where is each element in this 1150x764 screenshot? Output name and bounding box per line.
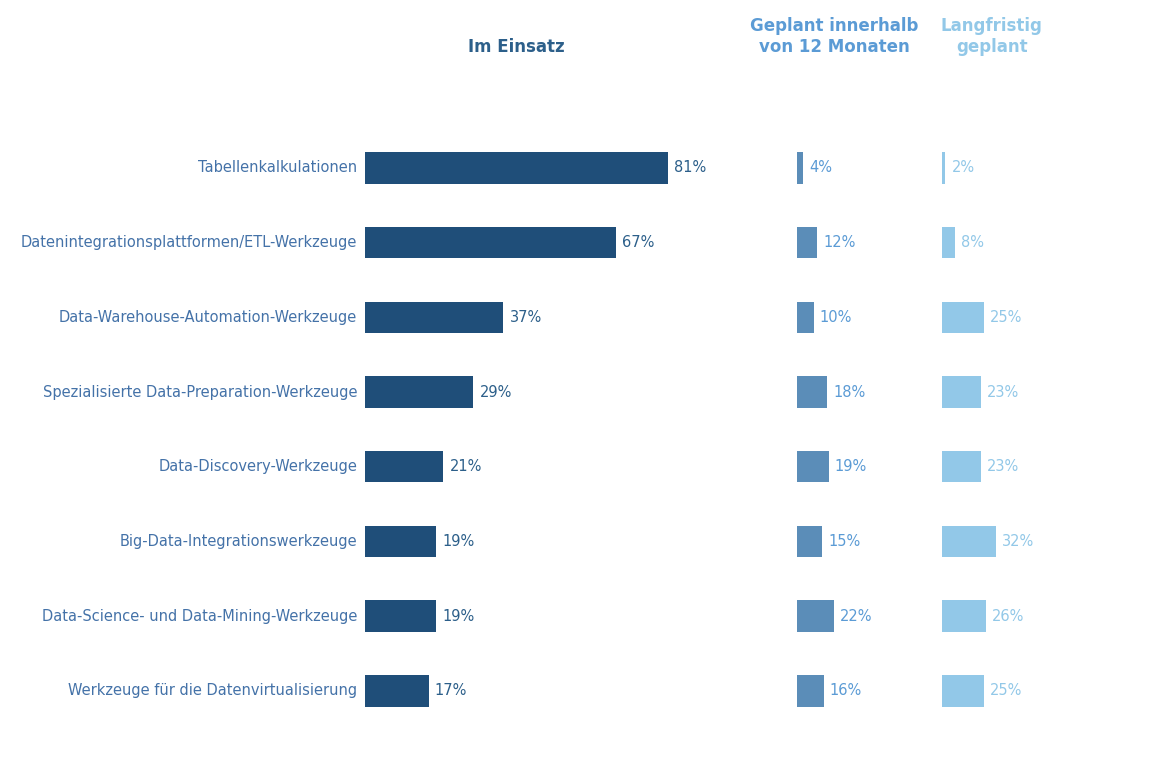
Bar: [365, 302, 504, 333]
Bar: [942, 451, 981, 482]
Text: 21%: 21%: [450, 459, 482, 474]
Text: Data-Warehouse-Automation-Werkzeuge: Data-Warehouse-Automation-Werkzeuge: [59, 309, 358, 325]
Text: 8%: 8%: [961, 235, 984, 250]
Bar: [942, 526, 996, 557]
Text: 16%: 16%: [829, 683, 862, 698]
Bar: [365, 526, 436, 557]
Bar: [797, 451, 829, 482]
Text: Big-Data-Integrationswerkzeuge: Big-Data-Integrationswerkzeuge: [120, 534, 358, 549]
Text: 23%: 23%: [987, 459, 1019, 474]
Text: 19%: 19%: [835, 459, 867, 474]
Text: 25%: 25%: [990, 683, 1022, 698]
Text: 26%: 26%: [991, 609, 1025, 623]
Bar: [365, 377, 474, 408]
Text: Langfristig
geplant: Langfristig geplant: [941, 17, 1043, 56]
Text: Data-Science- und Data-Mining-Werkzeuge: Data-Science- und Data-Mining-Werkzeuge: [41, 609, 358, 623]
Bar: [942, 152, 945, 183]
Text: 12%: 12%: [823, 235, 856, 250]
Text: Werkzeuge für die Datenvirtualisierung: Werkzeuge für die Datenvirtualisierung: [68, 683, 358, 698]
Text: 22%: 22%: [840, 609, 873, 623]
Bar: [797, 675, 823, 707]
Bar: [942, 601, 986, 632]
Text: 32%: 32%: [1002, 534, 1034, 549]
Text: 15%: 15%: [828, 534, 860, 549]
Text: Data-Discovery-Werkzeuge: Data-Discovery-Werkzeuge: [159, 459, 358, 474]
Text: Spezialisierte Data-Preparation-Werkzeuge: Spezialisierte Data-Preparation-Werkzeug…: [43, 384, 358, 400]
Bar: [797, 227, 816, 258]
Text: Geplant innerhalb
von 12 Monaten: Geplant innerhalb von 12 Monaten: [750, 17, 919, 56]
Text: Datenintegrationsplattformen/ETL-Werkzeuge: Datenintegrationsplattformen/ETL-Werkzeu…: [21, 235, 358, 250]
Text: 25%: 25%: [990, 309, 1022, 325]
Text: 2%: 2%: [951, 160, 974, 176]
Text: Tabellenkalkulationen: Tabellenkalkulationen: [198, 160, 358, 176]
Bar: [797, 152, 804, 183]
Bar: [942, 675, 984, 707]
Text: 18%: 18%: [833, 384, 865, 400]
Text: 23%: 23%: [987, 384, 1019, 400]
Text: 67%: 67%: [622, 235, 654, 250]
Bar: [942, 377, 981, 408]
Text: 10%: 10%: [820, 309, 852, 325]
Bar: [365, 675, 429, 707]
Bar: [797, 377, 827, 408]
Bar: [797, 302, 813, 333]
Bar: [942, 302, 984, 333]
Text: 37%: 37%: [509, 309, 542, 325]
Text: 81%: 81%: [674, 160, 706, 176]
Text: 29%: 29%: [480, 384, 512, 400]
Text: 4%: 4%: [810, 160, 833, 176]
Bar: [365, 152, 668, 183]
Bar: [942, 227, 956, 258]
Bar: [365, 601, 436, 632]
Text: 19%: 19%: [442, 609, 474, 623]
Text: 17%: 17%: [435, 683, 467, 698]
Text: Im Einsatz: Im Einsatz: [468, 37, 565, 56]
Bar: [365, 451, 444, 482]
Bar: [797, 601, 834, 632]
Bar: [365, 227, 615, 258]
Bar: [797, 526, 822, 557]
Text: 19%: 19%: [442, 534, 474, 549]
